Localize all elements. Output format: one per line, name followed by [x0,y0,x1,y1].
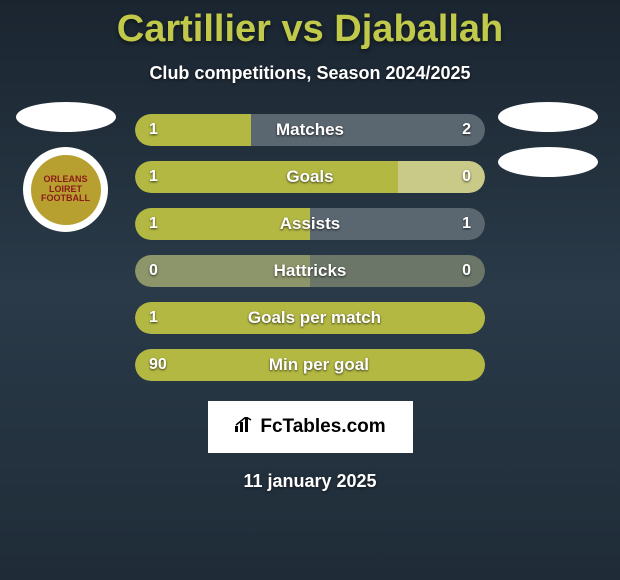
comparison-subtitle: Club competitions, Season 2024/2025 [0,63,620,84]
stat-label: Min per goal [269,355,369,375]
player-placeholder-ellipse [16,102,116,132]
stat-left-value: 90 [149,356,167,374]
stat-row: 0 Hattricks 0 [135,255,485,287]
right-player-badges [490,102,605,192]
stat-row-overlay: 1 Goals per match [135,302,485,334]
comparison-title: Cartillier vs Djaballah [0,0,620,51]
stat-left-value: 1 [149,215,158,233]
snapshot-date: 11 january 2025 [0,471,620,492]
stat-label: Assists [280,214,340,234]
stat-right-value: 2 [462,121,471,139]
club-badge-inner: ORLEANS LOIRET FOOTBALL [31,155,101,225]
stat-label: Goals per match [248,308,381,328]
stat-left-value: 1 [149,168,158,186]
player-placeholder-ellipse [498,102,598,132]
stat-row-overlay: 1 Matches 2 [135,114,485,146]
stat-right-value: 1 [462,215,471,233]
stat-row: 90 Min per goal [135,349,485,381]
stat-row-overlay: 90 Min per goal [135,349,485,381]
club-badge-left: ORLEANS LOIRET FOOTBALL [23,147,108,232]
stat-left-value: 0 [149,262,158,280]
stat-row: 1 Goals 0 [135,161,485,193]
stat-label: Hattricks [274,261,347,281]
player-placeholder-ellipse [498,147,598,177]
stats-area: ORLEANS LOIRET FOOTBALL 1 Matches 2 1 Goals 0… [0,114,620,381]
stat-row: 1 Assists 1 [135,208,485,240]
fctables-logo: FcTables.com [208,401,413,453]
stat-row: 1 Goals per match [135,302,485,334]
stat-label: Matches [276,120,344,140]
stat-right-value: 0 [462,262,471,280]
club-line3: FOOTBALL [41,194,90,204]
stat-left-value: 1 [149,309,158,327]
stat-right-value: 0 [462,168,471,186]
stat-left-value: 1 [149,121,158,139]
stat-row: 1 Matches 2 [135,114,485,146]
stat-row-overlay: 0 Hattricks 0 [135,255,485,287]
chart-icon [234,417,254,438]
stat-row-overlay: 1 Assists 1 [135,208,485,240]
stat-row-overlay: 1 Goals 0 [135,161,485,193]
stat-rows-container: 1 Matches 2 1 Goals 0 1 Assists 1 0 Hattricks 0 1 Goa… [135,114,485,381]
logo-text: FcTables.com [260,416,385,438]
left-player-badges: ORLEANS LOIRET FOOTBALL [8,102,123,232]
stat-label: Goals [286,167,333,187]
